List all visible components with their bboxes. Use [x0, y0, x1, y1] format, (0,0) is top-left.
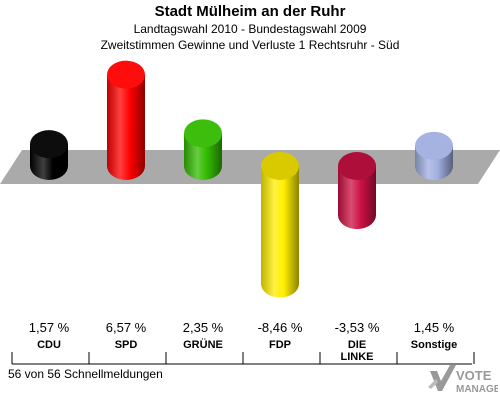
chart-title: Stadt Mülheim an der Ruhr — [154, 3, 346, 20]
logo-subtext: MANAGER — [456, 384, 498, 395]
value-label-gruene: 2,35 % — [182, 320, 224, 335]
bar-top-spd — [107, 60, 145, 89]
bar-sonstige — [415, 131, 453, 180]
value-label-spd: 6,57 % — [105, 320, 147, 335]
bar-top-sonstige — [415, 131, 453, 160]
category-label-gruene: GRÜNE — [183, 339, 223, 351]
bar-spd — [107, 60, 145, 180]
bar-body-fdp — [261, 166, 299, 284]
category-axis — [11, 352, 475, 365]
bar-top-gruene — [184, 119, 222, 148]
category-label-fdp: FDP — [269, 339, 291, 351]
vote-check-icon: VOTE MANAGER — [428, 365, 498, 395]
category-label-cdu: CDU — [37, 339, 61, 351]
value-label-fdp: -8,46 % — [257, 320, 303, 335]
category-label-spd: SPD — [114, 339, 138, 351]
bar-gruene — [184, 119, 222, 180]
bar-top-fdp — [261, 152, 299, 180]
value-label-sonstige: 1,45 % — [413, 320, 455, 335]
bar-body-spd — [107, 74, 145, 166]
bar-cdu — [30, 130, 68, 180]
logo-text: VOTE — [456, 368, 492, 383]
chart-subtitle: Landtagswahl 2010 - Bundestagswahl 2009 — [133, 22, 367, 36]
chart-subtitle-2: Zweitstimmen Gewinne und Verluste 1 Rech… — [100, 38, 400, 52]
bar-top-die-linke — [338, 152, 376, 180]
bar-die-linke — [338, 152, 376, 230]
category-label-die-linke: DIE LINKE — [340, 339, 374, 363]
category-label-sonstige: Sonstige — [410, 339, 458, 351]
bars — [30, 60, 453, 298]
bar-top-cdu — [30, 130, 68, 159]
value-label-die-linke: -3,53 % — [334, 320, 380, 335]
value-label-cdu: 1,57 % — [28, 320, 70, 335]
bar-fdp — [261, 152, 299, 298]
footer-text: 56 von 56 Schnellmeldungen — [8, 367, 163, 381]
